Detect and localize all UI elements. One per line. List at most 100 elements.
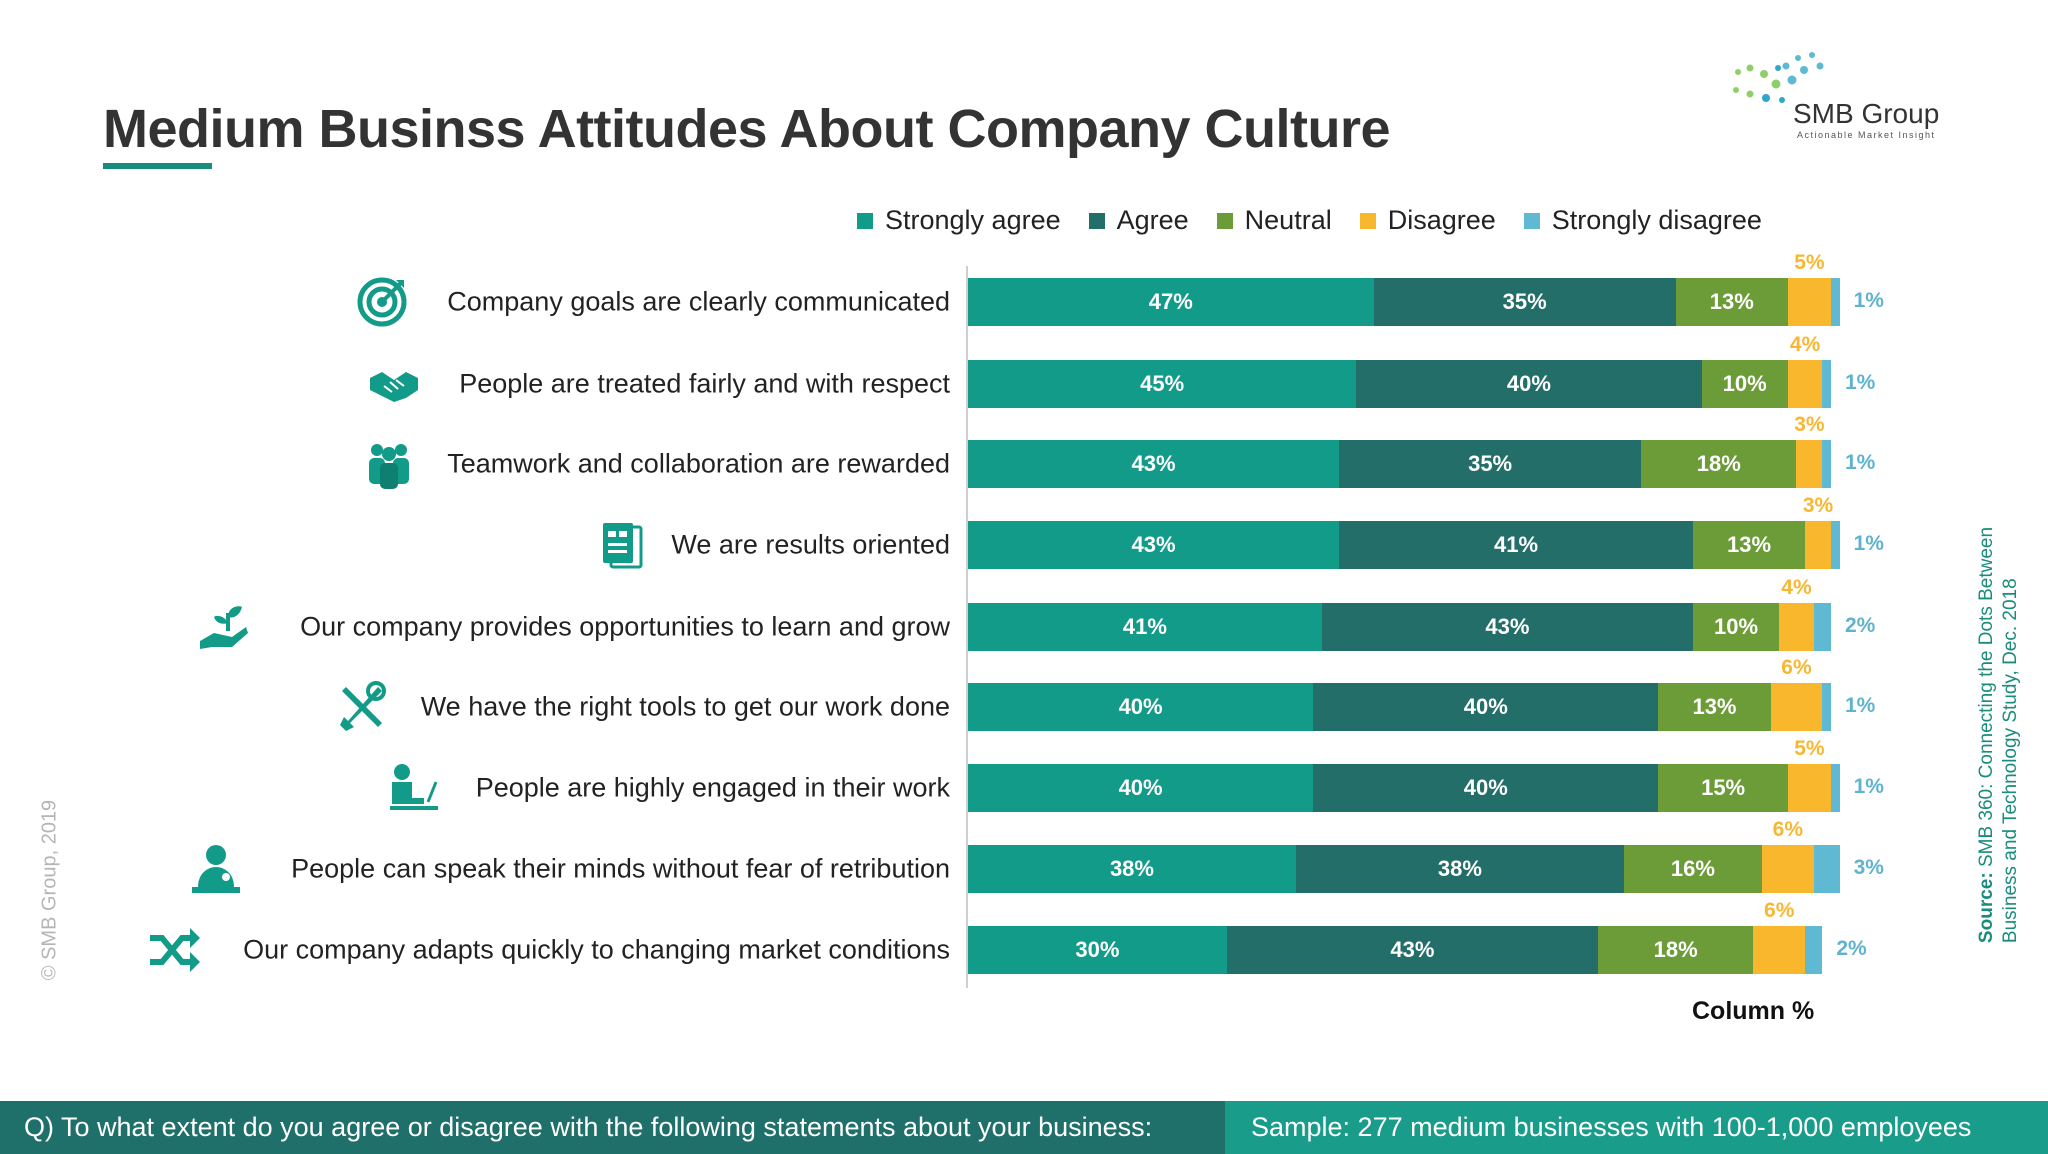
logo-tagline: Actionable Market Insight [1797, 130, 1936, 140]
data-label-disagree: 6% [1764, 899, 1795, 922]
bar-segment-strongly-disagree [1813, 603, 1831, 651]
bar-segment-neutral: 13% [1675, 278, 1788, 326]
source-note: Source: SMB 360: Connecting the Dots Bet… [1975, 527, 2023, 943]
y-axis-line [966, 266, 968, 988]
bar-segment-strongly-agree: 43% [968, 440, 1340, 488]
data-label: 13% [1692, 694, 1737, 719]
bar-segment-strongly-agree: 47% [968, 278, 1374, 326]
category-label: Our company adapts quickly to changing m… [243, 934, 950, 965]
data-label: 18% [1653, 937, 1698, 962]
bar-segment-neutral: 18% [1641, 440, 1797, 488]
data-label: 40% [1506, 371, 1551, 396]
data-label: 13% [1726, 532, 1772, 557]
data-label: 47% [1148, 289, 1193, 314]
data-label-disagree: 5% [1794, 251, 1825, 274]
survey-question-bar: Q) To what extent do you agree or disagr… [0, 1101, 1225, 1154]
category-label: Teamwork and collaboration are rewarded [447, 448, 950, 479]
data-label: 38% [1437, 856, 1482, 881]
legend-swatch-disagree [1359, 212, 1376, 229]
bar-segment-neutral: 10% [1701, 360, 1788, 408]
bar-segment-agree: 43% [1226, 926, 1598, 974]
data-label: 35% [1502, 289, 1547, 314]
shuffle-icon [150, 928, 200, 972]
data-label: 13% [1709, 289, 1754, 314]
data-label-disagree: 4% [1781, 576, 1812, 599]
data-label: 18% [1696, 451, 1741, 476]
bar-segment-neutral: 16% [1623, 845, 1762, 893]
bar-segment-strongly-disagree [1831, 521, 1840, 569]
data-label-disagree: 6% [1772, 818, 1804, 841]
bar-segment-disagree [1787, 278, 1831, 326]
legend-label-agree: Agree [1116, 205, 1189, 235]
logo-dots-icon [1733, 52, 1824, 103]
target-icon [357, 277, 407, 327]
data-label: 30% [1075, 937, 1120, 962]
bar-segment-strongly-disagree [1813, 845, 1840, 893]
results-icon [603, 523, 643, 569]
data-label: 40% [1118, 775, 1163, 800]
chart-title: Medium Businss Attitudes About Company C… [103, 99, 1391, 159]
bar-segment-disagree [1787, 764, 1831, 812]
data-label-disagree: 3% [1802, 494, 1834, 517]
bar-segment-strongly-agree: 41% [968, 603, 1322, 651]
data-label-disagree: 3% [1794, 413, 1825, 436]
bar-segment-agree: 41% [1339, 521, 1693, 569]
legend-swatch-strongly-disagree [1523, 212, 1540, 229]
bar-segment-disagree [1753, 926, 1806, 974]
title-underline [103, 163, 212, 169]
data-label: 45% [1140, 371, 1185, 396]
bar-segment-disagree [1787, 360, 1823, 408]
data-label: 43% [1131, 532, 1176, 557]
bar-segment-strongly-disagree [1822, 440, 1831, 488]
bar-segment-neutral: 13% [1658, 683, 1771, 731]
data-label-strongly-disagree: 1% [1853, 775, 1884, 798]
data-label: 41% [1493, 532, 1539, 557]
legend-item-strongly-disagree: Strongly disagree [1523, 205, 1762, 236]
bar-segment-strongly-disagree [1822, 360, 1831, 408]
source-label: Source: [1976, 872, 1997, 944]
legend-swatch-neutral [1216, 212, 1233, 229]
bar-segment-neutral: 13% [1692, 521, 1806, 569]
category-label: We are results oriented [671, 529, 950, 560]
x-axis-label: Column % [1692, 997, 1815, 1025]
data-label-strongly-disagree: 1% [1845, 371, 1876, 394]
legend-item-agree: Agree [1088, 205, 1189, 236]
copyright-notice: © SMB Group, 2019 [38, 799, 61, 981]
data-label-strongly-disagree: 2% [1845, 614, 1876, 637]
bar-segment-neutral: 18% [1597, 926, 1754, 974]
bar-segment-strongly-agree: 40% [968, 683, 1314, 731]
data-label: 40% [1118, 694, 1163, 719]
data-label-strongly-disagree: 1% [1845, 451, 1876, 474]
legend-item-disagree: Disagree [1359, 205, 1496, 236]
data-label-strongly-disagree: 1% [1853, 289, 1884, 312]
bar-segment-agree: 40% [1356, 360, 1702, 408]
bar-segment-disagree [1796, 440, 1823, 488]
logo-name: SMB Group [1793, 98, 1940, 129]
bar-segment-strongly-agree: 45% [968, 360, 1357, 408]
data-label: 35% [1468, 451, 1513, 476]
sample-size: Sample: 277 medium businesses with 100-1… [1251, 1112, 1972, 1142]
legend-item-strongly-agree: Strongly agree [857, 205, 1061, 236]
bar-segment-disagree [1761, 845, 1814, 893]
category-label: Our company provides opportunities to le… [300, 611, 950, 642]
growth-icon [200, 606, 248, 649]
legend-item-neutral: Neutral [1216, 205, 1332, 236]
category-label: People are highly engaged in their work [475, 772, 950, 803]
bar-segment-disagree [1779, 603, 1814, 651]
engaged-worker-icon [390, 764, 438, 810]
bar-segment-strongly-disagree [1822, 683, 1831, 731]
data-label-strongly-disagree: 1% [1845, 694, 1876, 717]
bar-segment-strongly-agree: 40% [968, 764, 1314, 812]
data-label-strongly-disagree: 2% [1836, 937, 1867, 960]
bar-segment-agree: 40% [1313, 764, 1659, 812]
bar-segment-disagree [1805, 521, 1831, 569]
data-label: 40% [1463, 694, 1508, 719]
sample-size-bar: Sample: 277 medium businesses with 100-1… [1225, 1101, 2048, 1154]
category-label: Company goals are clearly communicated [447, 286, 950, 317]
legend-swatch-strongly-agree [857, 212, 873, 229]
data-label: 41% [1122, 614, 1167, 639]
category-label: We have the right tools to get our work … [420, 691, 950, 722]
legend-swatch-agree [1088, 212, 1105, 229]
category-label: People can speak their minds without fea… [291, 853, 950, 884]
data-label: 43% [1485, 614, 1530, 639]
